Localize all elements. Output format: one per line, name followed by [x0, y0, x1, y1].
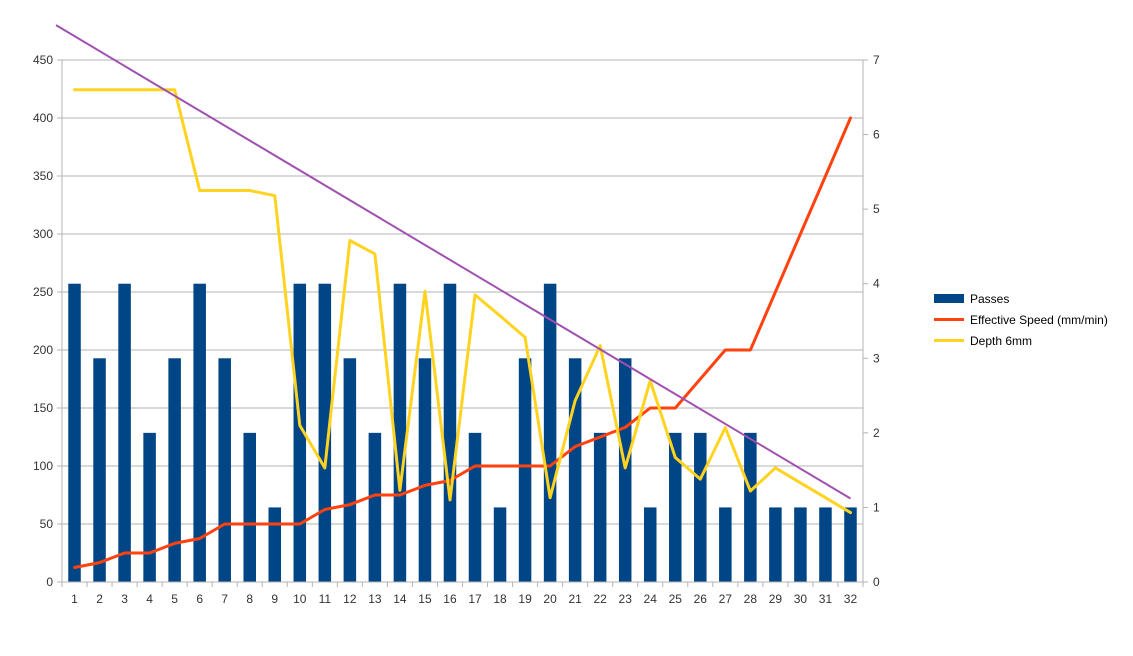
- legend-item-passes: Passes: [934, 288, 1108, 309]
- x-tick-label: 13: [368, 592, 382, 606]
- legend-swatch-effective-speed: [934, 318, 964, 321]
- x-tick-label: 30: [794, 592, 808, 606]
- x-tick-label: 26: [694, 592, 708, 606]
- y-left-tick-label: 300: [33, 227, 53, 241]
- series-lines: [55, 24, 852, 569]
- legend-label-depth: Depth 6mm: [970, 333, 1033, 348]
- passes-bars: [68, 283, 857, 582]
- bar-passes: [168, 358, 181, 582]
- x-tick-label: 23: [619, 592, 633, 606]
- bar-passes: [719, 507, 732, 582]
- x-tick-label: 17: [468, 592, 482, 606]
- gridlines: [62, 59, 863, 583]
- bar-passes: [543, 283, 557, 582]
- x-tick-label: 14: [393, 592, 407, 606]
- bar-passes: [618, 358, 632, 582]
- bar-passes: [293, 283, 307, 582]
- y-left-tick-label: 350: [33, 169, 53, 183]
- bar-passes: [443, 283, 457, 582]
- x-tick-label: 1: [71, 592, 78, 606]
- x-tick-label: 11: [319, 592, 332, 606]
- x-tick-label: 25: [669, 592, 683, 606]
- y-right-tick-label: 4: [873, 277, 880, 291]
- bar-passes: [343, 358, 357, 582]
- bar-passes: [143, 432, 156, 582]
- x-tick-label: 27: [719, 592, 733, 606]
- x-tick-label: 31: [819, 592, 833, 606]
- legend-label-passes: Passes: [970, 291, 1010, 306]
- bar-passes: [844, 507, 857, 582]
- bar-passes: [643, 507, 657, 582]
- bar-passes: [368, 432, 382, 582]
- x-tick-label: 22: [593, 592, 607, 606]
- y-left-tick-label: 50: [40, 517, 54, 531]
- x-tick-label: 24: [644, 592, 658, 606]
- bar-passes: [518, 358, 532, 582]
- bar-passes: [769, 507, 782, 582]
- y-right-tick-label: 1: [873, 500, 880, 514]
- bar-passes: [744, 432, 757, 582]
- legend-item-depth: Depth 6mm: [934, 330, 1108, 351]
- bar-passes: [468, 432, 482, 582]
- x-tick-label: 9: [271, 592, 278, 606]
- x-tick-label: 12: [343, 592, 357, 606]
- bar-passes: [694, 432, 707, 582]
- legend-swatch-passes: [934, 294, 964, 303]
- x-tick-label: 7: [221, 592, 228, 606]
- x-tick-label: 19: [518, 592, 532, 606]
- x-tick-label: 3: [121, 592, 128, 606]
- bar-passes: [493, 507, 507, 582]
- y-left-tick-label: 200: [33, 343, 53, 357]
- y-right-tick-label: 2: [873, 426, 880, 440]
- y-left-tick-label: 100: [33, 459, 53, 473]
- x-tick-label: 4: [146, 592, 153, 606]
- bar-passes: [794, 507, 807, 582]
- line-effective-speed: [73, 116, 852, 569]
- legend: Passes Effective Speed (mm/min) Depth 6m…: [934, 288, 1108, 351]
- y-left-tick-label: 0: [46, 575, 53, 589]
- y-left-tick-label: 150: [33, 401, 53, 415]
- bar-passes: [93, 358, 106, 582]
- y-right-tick-label: 7: [873, 53, 880, 67]
- x-tick-label: 2: [96, 592, 103, 606]
- bar-passes: [393, 283, 407, 582]
- bar-passes: [68, 283, 81, 582]
- y-right-tick-label: 5: [873, 202, 880, 216]
- y-left-tick-label: 450: [33, 53, 53, 67]
- bar-passes: [669, 432, 682, 582]
- y-left-tick-label: 250: [33, 285, 53, 299]
- x-tick-label: 5: [171, 592, 178, 606]
- x-tick-label: 28: [744, 592, 758, 606]
- bar-passes: [593, 432, 607, 582]
- line-depth-6mm: [73, 88, 852, 515]
- y-left-tick-label: 400: [33, 111, 53, 125]
- x-tick-label: 16: [443, 592, 457, 606]
- x-tick-label: 21: [568, 592, 582, 606]
- legend-swatch-depth: [934, 339, 964, 342]
- x-tick-label: 15: [418, 592, 432, 606]
- x-tick-label: 10: [293, 592, 307, 606]
- bar-passes: [118, 283, 131, 582]
- legend-item-effective-speed: Effective Speed (mm/min): [934, 309, 1108, 330]
- x-tick-label: 29: [769, 592, 783, 606]
- x-tick-label: 20: [543, 592, 557, 606]
- bar-passes: [243, 432, 256, 582]
- x-tick-label: 32: [844, 592, 858, 606]
- bar-passes: [418, 358, 432, 582]
- y-right-tick-label: 0: [873, 575, 880, 589]
- x-tick-label: 6: [196, 592, 203, 606]
- legend-label-effective-speed: Effective Speed (mm/min): [970, 312, 1108, 327]
- y-right-tick-label: 3: [873, 351, 880, 365]
- bar-passes: [193, 283, 206, 582]
- bar-passes: [819, 507, 832, 582]
- y-right-tick-label: 6: [873, 128, 880, 142]
- x-tick-label: 18: [493, 592, 507, 606]
- bar-passes: [218, 358, 231, 582]
- x-tick-label: 8: [246, 592, 253, 606]
- trendline: [55, 24, 851, 500]
- bar-passes: [268, 507, 282, 582]
